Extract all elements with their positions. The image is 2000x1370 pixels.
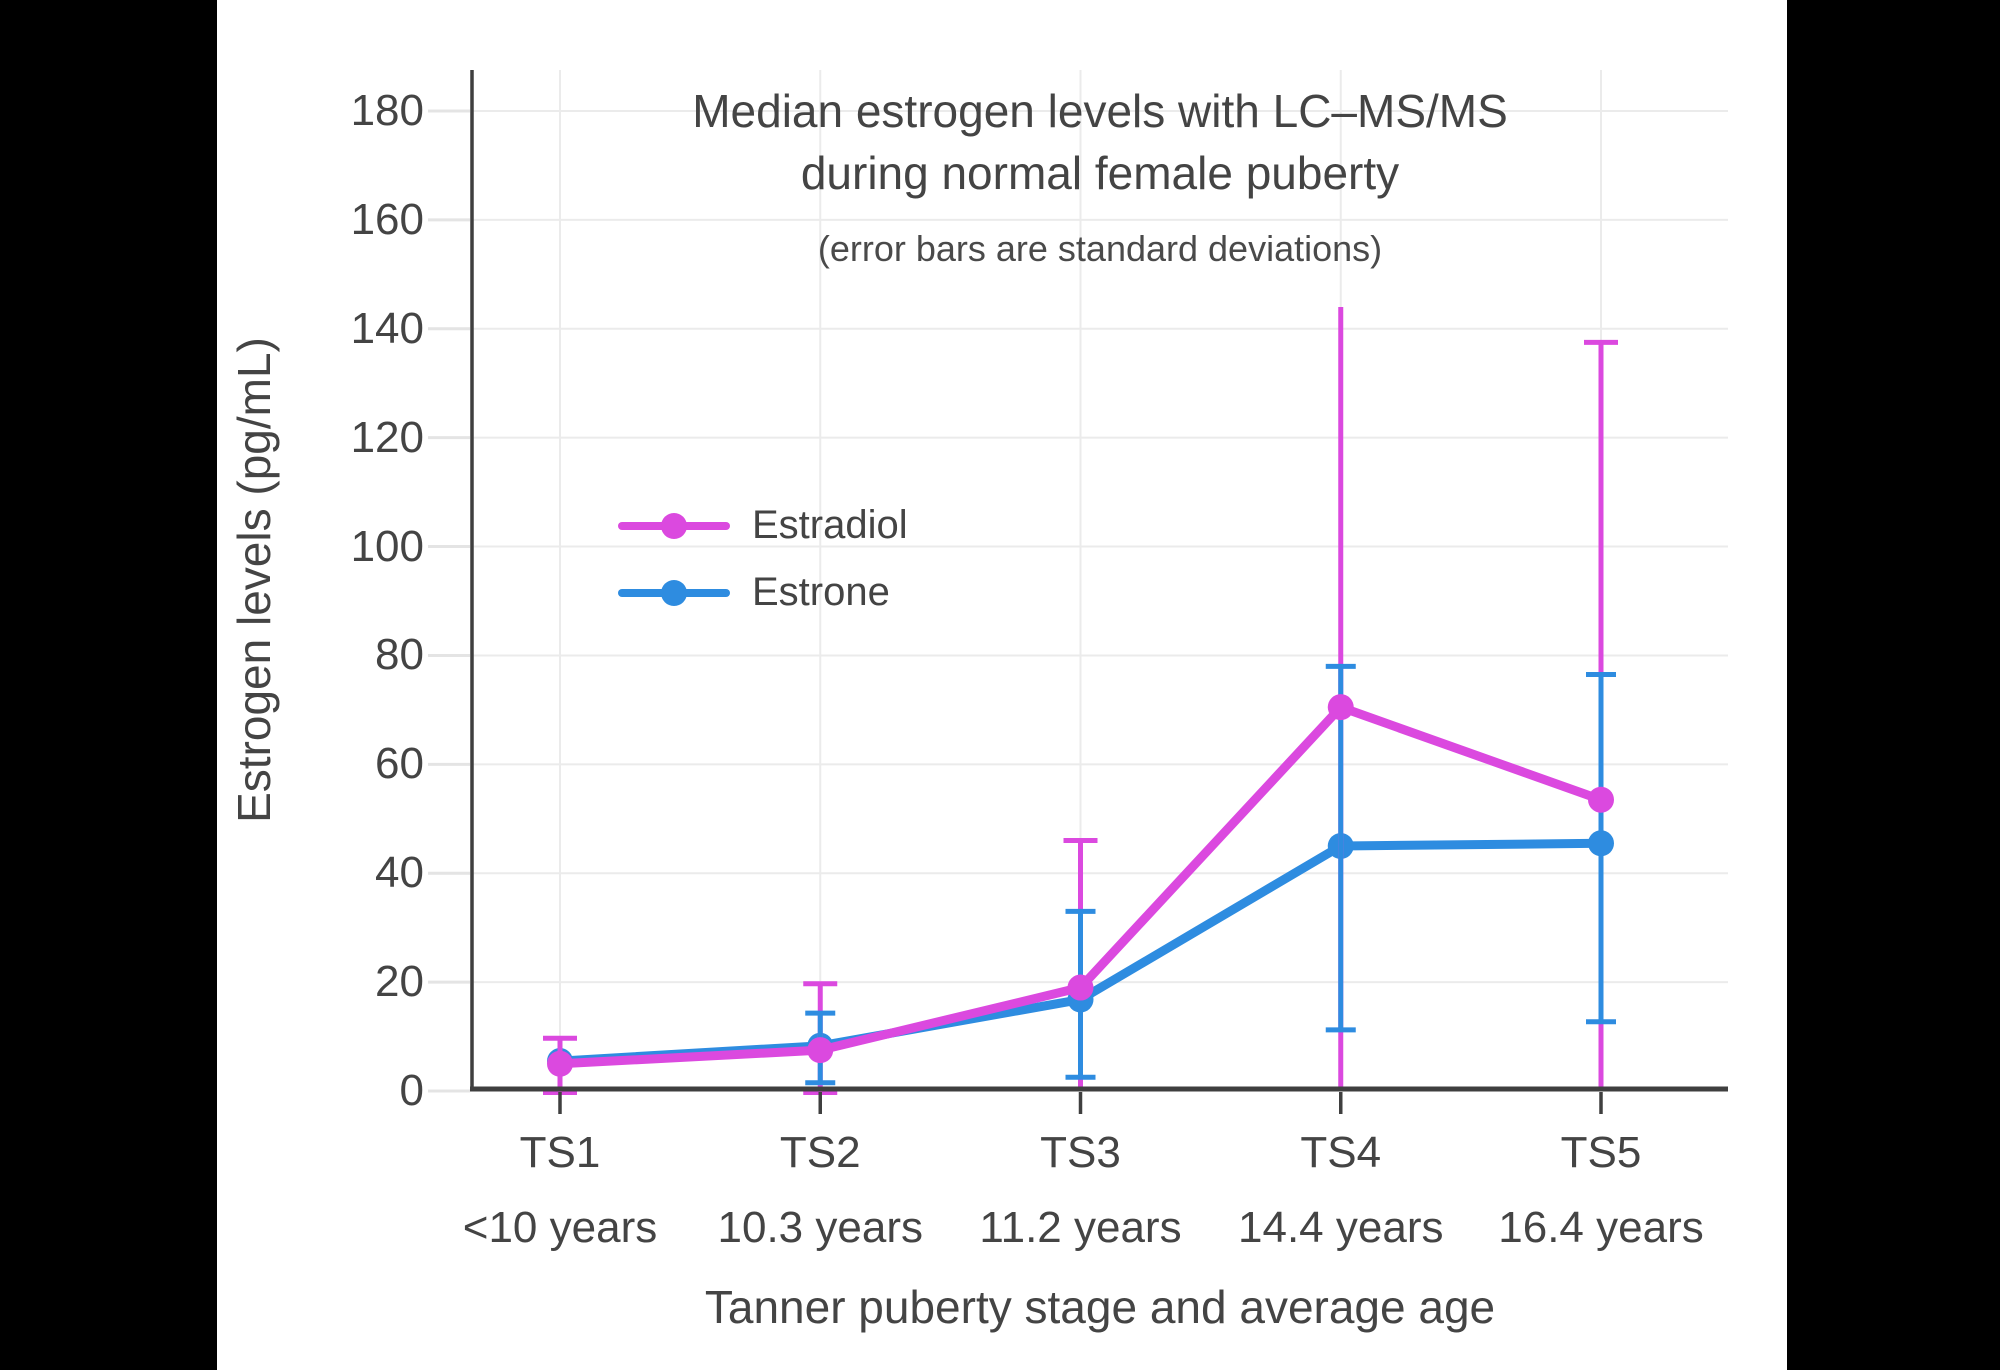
y-tick-label-140: 140: [350, 303, 424, 353]
x-tick-label-ts3: TS3: [1040, 1128, 1121, 1177]
legend-label-estrone: Estrone: [752, 570, 890, 614]
chart-title-line2: during normal female puberty: [800, 147, 1400, 199]
x-tick-label-ts4: TS4: [1300, 1128, 1382, 1177]
y-tick-label-120: 120: [350, 412, 424, 462]
x-age-label-ts4: 14.4 years: [1238, 1203, 1444, 1252]
estradiol-marker-ts2: [807, 1037, 834, 1064]
estrone-line-marker-icon: [618, 579, 730, 607]
legend: Estradiol Estrone: [618, 492, 908, 626]
y-tick-label-0: 0: [399, 1066, 424, 1115]
x-tick-label-ts2: TS2: [779, 1128, 861, 1177]
estradiol-marker-ts1: [547, 1050, 573, 1077]
y-tick-label-20: 20: [375, 957, 424, 1007]
legend-label-estradiol: Estradiol: [752, 503, 908, 547]
y-tick-label-160: 160: [350, 194, 424, 244]
legend-item-estrone[interactable]: Estrone: [618, 559, 908, 626]
y-tick-label-100: 100: [350, 521, 424, 571]
right-pillarbox-bar: [1787, 0, 2000, 1370]
x-tick-label-ts5: TS5: [1560, 1128, 1642, 1177]
y-tick-label-60: 60: [375, 739, 424, 789]
estradiol-marker-ts3: [1067, 974, 1094, 1001]
estradiol-line-marker-icon: [618, 512, 730, 540]
x-age-label-ts5: 16.4 years: [1498, 1203, 1704, 1252]
legend-item-estradiol[interactable]: Estradiol: [618, 492, 908, 559]
left-pillarbox-bar: [0, 0, 217, 1370]
chart-title-line1: Median estrogen levels with LC–MS/MS: [692, 85, 1508, 137]
x-tick-label-ts1: TS1: [519, 1128, 601, 1177]
y-tick-label-40: 40: [375, 848, 424, 898]
estradiol-marker-ts5: [1588, 786, 1614, 813]
y-tick-label-80: 80: [375, 630, 424, 680]
chart-subtitle: (error bars are standard deviations): [817, 228, 1383, 269]
y-tick-label-180: 180: [350, 86, 424, 135]
estradiol-marker-ts4: [1327, 694, 1354, 721]
x-age-label-ts3: 11.2 years: [979, 1203, 1182, 1252]
x-age-label-ts1: <10 years: [462, 1203, 658, 1252]
x-axis-title: Tanner puberty stage and average age: [704, 1281, 1496, 1333]
x-age-label-ts2: 10.3 years: [717, 1203, 923, 1252]
